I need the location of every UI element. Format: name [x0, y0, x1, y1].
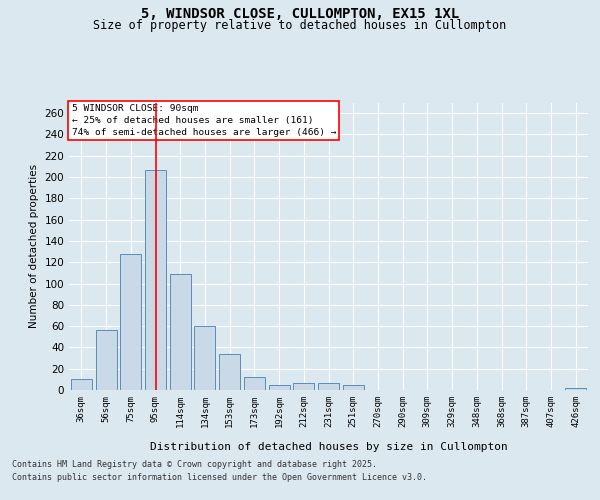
- Bar: [269, 384, 290, 390]
- Bar: [318, 382, 339, 390]
- Text: 5, WINDSOR CLOSE, CULLOMPTON, EX15 1XL: 5, WINDSOR CLOSE, CULLOMPTON, EX15 1XL: [141, 8, 459, 22]
- Bar: [120, 254, 141, 390]
- Text: Distribution of detached houses by size in Cullompton: Distribution of detached houses by size …: [150, 442, 508, 452]
- Bar: [194, 326, 215, 390]
- Bar: [71, 380, 92, 390]
- Bar: [145, 170, 166, 390]
- Bar: [293, 382, 314, 390]
- Bar: [95, 330, 116, 390]
- Bar: [244, 377, 265, 390]
- Bar: [565, 388, 586, 390]
- Text: Contains public sector information licensed under the Open Government Licence v3: Contains public sector information licen…: [12, 474, 427, 482]
- Bar: [170, 274, 191, 390]
- Text: 5 WINDSOR CLOSE: 90sqm
← 25% of detached houses are smaller (161)
74% of semi-de: 5 WINDSOR CLOSE: 90sqm ← 25% of detached…: [71, 104, 336, 136]
- Bar: [219, 354, 240, 390]
- Text: Contains HM Land Registry data © Crown copyright and database right 2025.: Contains HM Land Registry data © Crown c…: [12, 460, 377, 469]
- Y-axis label: Number of detached properties: Number of detached properties: [29, 164, 39, 328]
- Text: Size of property relative to detached houses in Cullompton: Size of property relative to detached ho…: [94, 19, 506, 32]
- Bar: [343, 384, 364, 390]
